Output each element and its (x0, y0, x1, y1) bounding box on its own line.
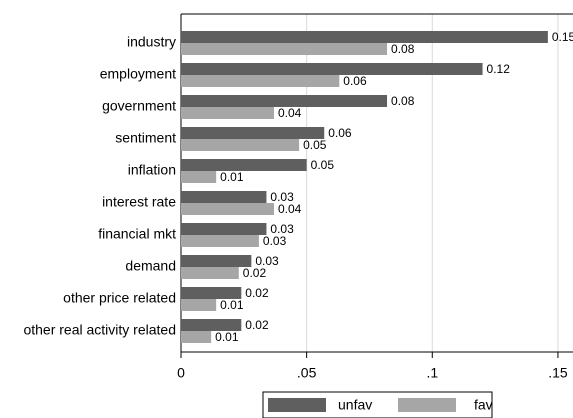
legend-label: unfav (338, 397, 372, 413)
bar (181, 319, 242, 331)
legend-label: fav (474, 397, 493, 413)
bar (181, 223, 267, 235)
x-tick-label: .1 (426, 365, 438, 381)
y-tick-label: sentiment (115, 130, 176, 146)
y-tick-label: other real activity related (23, 322, 176, 338)
value-label: 0.02 (243, 266, 267, 280)
bar (181, 287, 242, 299)
value-label: 0.03 (270, 222, 294, 236)
y-tick-label: demand (125, 258, 176, 274)
bar (181, 75, 340, 87)
bar (181, 95, 388, 107)
value-label: 0.03 (263, 234, 287, 248)
bar (181, 159, 307, 171)
value-label: 0.05 (303, 138, 327, 152)
y-tick-label: industry (127, 34, 176, 50)
bar (181, 107, 274, 119)
value-label: 0.08 (391, 42, 415, 56)
y-tick-label: financial mkt (98, 226, 176, 242)
value-label: 0.01 (220, 298, 244, 312)
x-tick-label: .05 (297, 365, 317, 381)
bar (181, 127, 325, 139)
y-tick-label: employment (100, 66, 176, 82)
bar (181, 203, 274, 215)
legend-swatch (398, 398, 456, 412)
bar (181, 43, 388, 55)
value-label: 0.05 (311, 158, 335, 172)
value-label: 0.04 (278, 106, 302, 120)
y-tick-label: interest rate (102, 194, 176, 210)
value-label: 0.03 (255, 254, 279, 268)
value-label: 0.01 (220, 170, 244, 184)
value-label: 0.01 (215, 330, 239, 344)
bar (181, 191, 267, 203)
bar (181, 171, 217, 183)
legend-swatch (268, 398, 326, 412)
bar (181, 267, 239, 279)
value-label: 0.06 (328, 126, 352, 140)
x-tick-label: .15 (548, 365, 568, 381)
legend-box (262, 391, 493, 418)
bar (181, 31, 548, 43)
y-tick-label: inflation (128, 162, 176, 178)
value-label: 0.03 (270, 190, 294, 204)
y-tick-label: other price related (63, 290, 176, 306)
value-label: 0.06 (343, 74, 367, 88)
value-label: 0.08 (391, 94, 415, 108)
x-tick-label: 0 (177, 365, 185, 381)
value-label: 0.12 (487, 62, 511, 76)
bar (181, 63, 483, 75)
value-label: 0.15 (552, 30, 573, 44)
bar (181, 235, 259, 247)
value-label: 0.04 (278, 202, 302, 216)
value-label: 0.02 (245, 318, 269, 332)
bar (181, 139, 300, 151)
y-tick-label: government (102, 98, 176, 114)
bar (181, 331, 212, 343)
bar (181, 299, 217, 311)
bar (181, 255, 252, 267)
value-label: 0.02 (245, 286, 269, 300)
